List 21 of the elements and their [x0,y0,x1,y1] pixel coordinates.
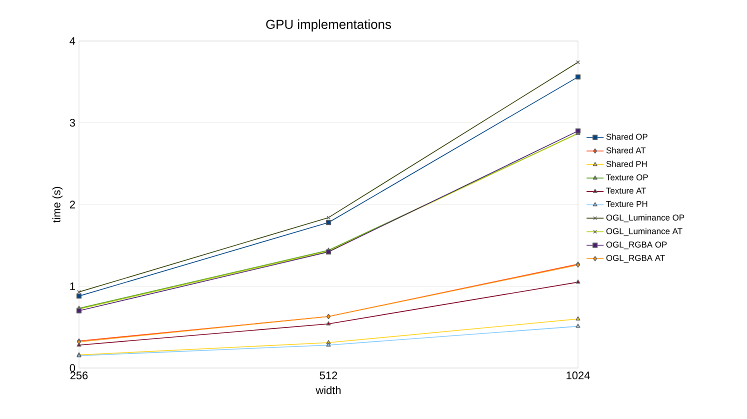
y-tick-label: 2 [70,200,75,208]
x-axis-title: width [316,386,341,394]
y-tick-label: 1 [70,282,75,290]
legend-label: OGL_RGBA AT [606,254,665,263]
legend-label: Shared AT [606,147,646,154]
legend-label: OGL_RGBA OP [606,242,667,250]
chart-title: GPU implementations [266,19,391,32]
legend-label: Texture PH [606,201,648,207]
legend-label: Texture OP [606,174,648,180]
x-tick-label: 1024 [566,372,590,380]
y-tick-label: 4 [70,37,76,45]
y-tick-label: 3 [70,118,75,127]
legend-label: Shared PH [606,160,647,167]
legend-label: Texture AT [606,188,646,194]
y-axis-title: time (s) [52,186,63,223]
x-tick-label: 512 [320,372,338,380]
y-tick-label: 0 [70,364,76,372]
legend-label: OGL_Luminance OP [606,214,684,222]
legend-label: Shared OP [606,134,648,140]
legend-label: OGL_Luminance AT [606,228,682,236]
x-tick-label: 256 [70,372,88,380]
